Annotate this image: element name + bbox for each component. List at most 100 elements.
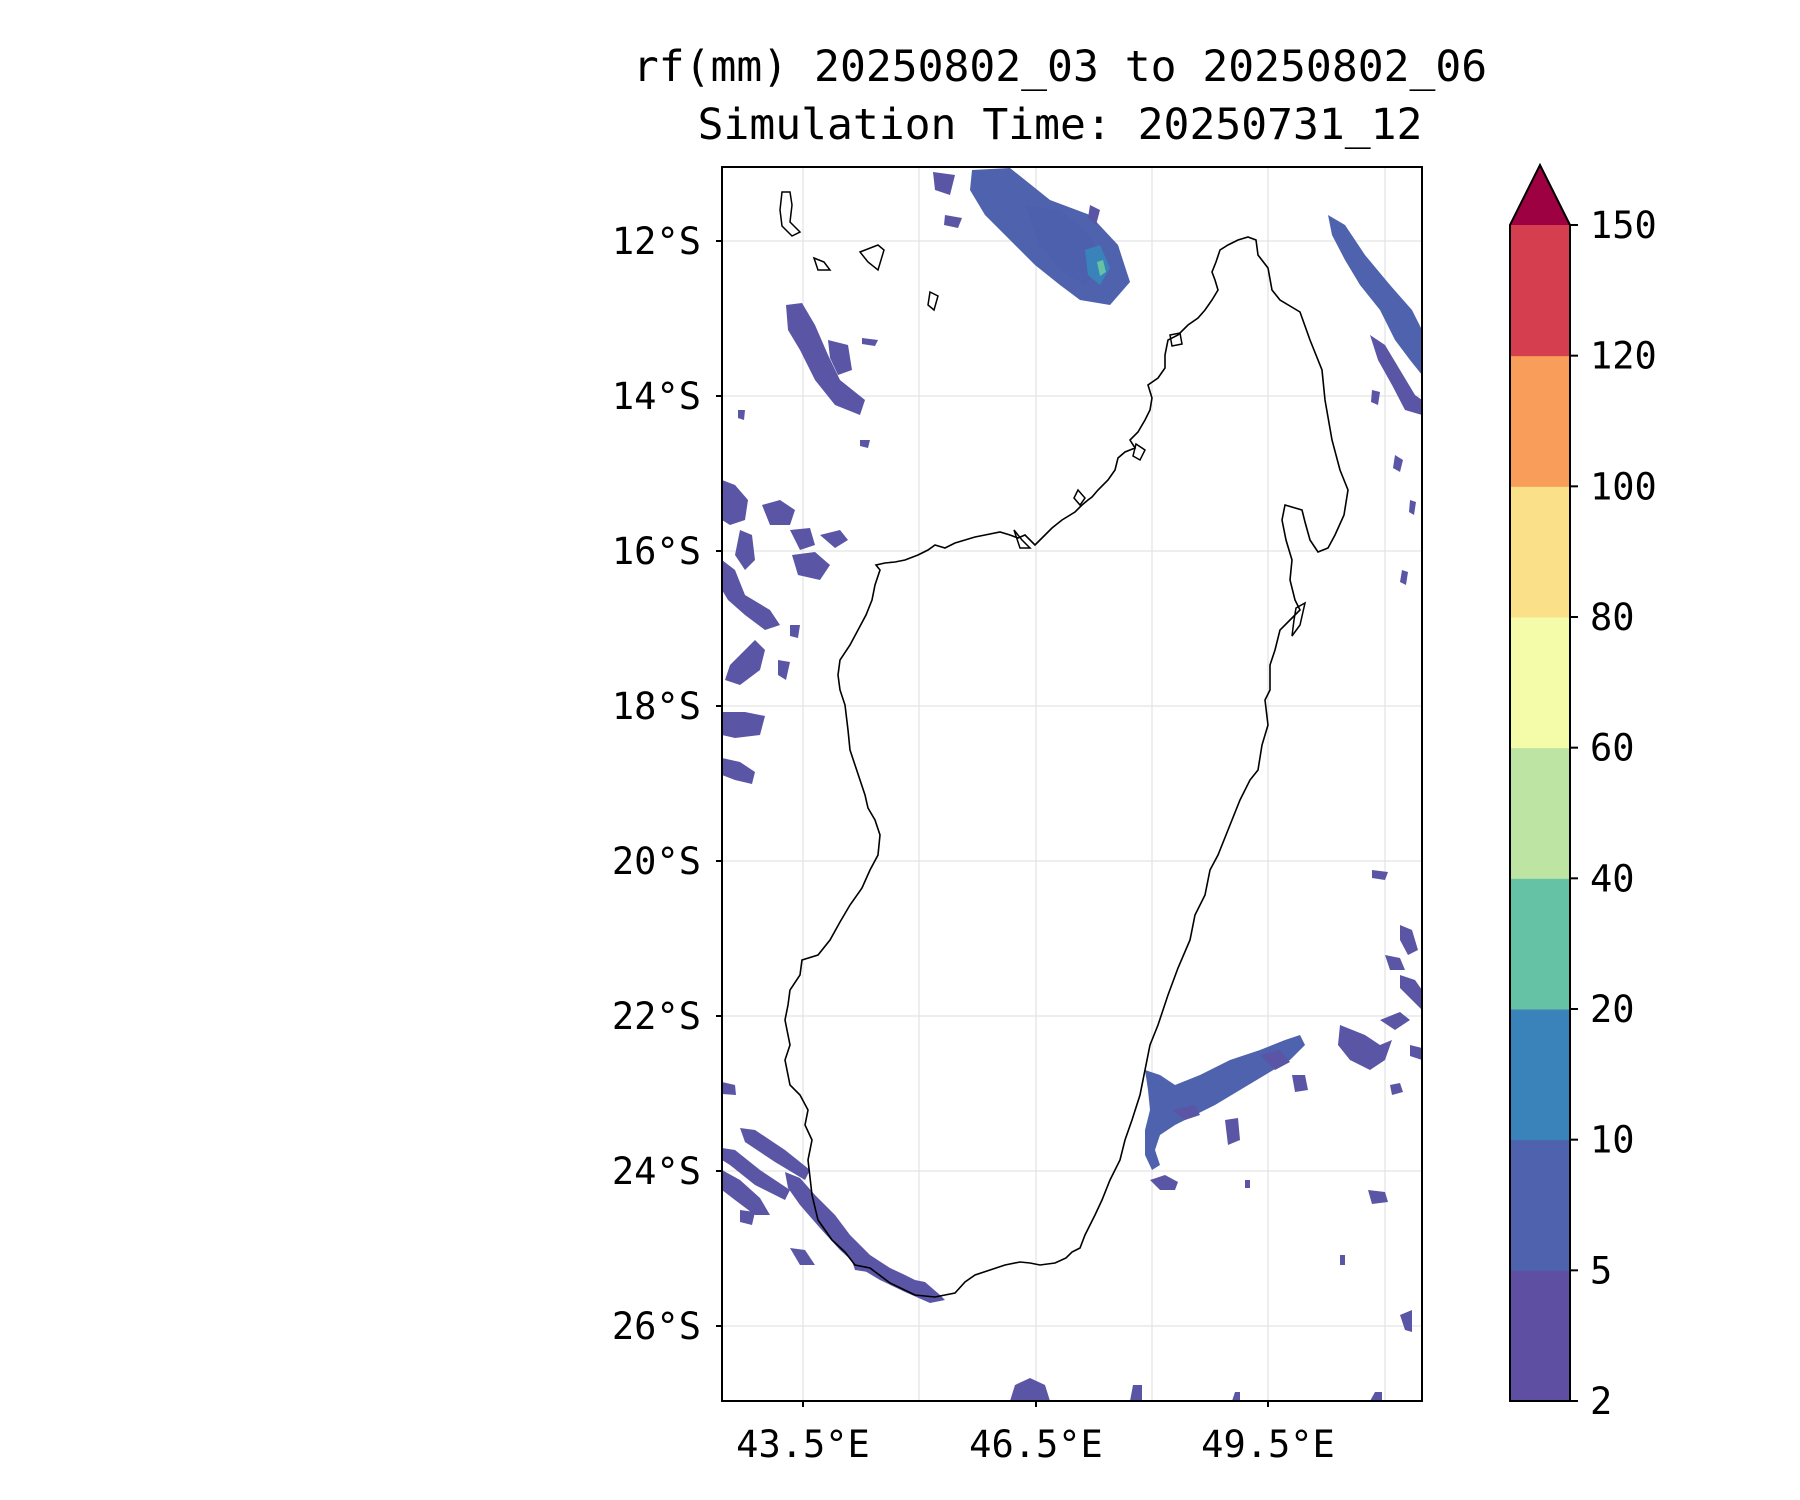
latitude-labels: 12°S 14°S 16°S 18°S 20°S 22°S 24°S 26°S xyxy=(612,220,701,1348)
rain-patch xyxy=(1380,1012,1410,1030)
rain-patch xyxy=(738,410,745,420)
lon-label: 43.5°E xyxy=(736,1423,870,1466)
island-outline xyxy=(858,244,885,272)
colorbar-extend-triangle xyxy=(1510,165,1570,225)
rain-patch xyxy=(740,1210,755,1225)
rain-patch xyxy=(1390,1083,1403,1095)
rain-patch xyxy=(1372,870,1388,880)
rain-patch xyxy=(1328,215,1422,375)
rain-patch xyxy=(722,480,748,525)
rain-patch xyxy=(850,1255,868,1272)
island-outline xyxy=(1291,601,1307,637)
rain-patch xyxy=(1400,925,1418,955)
rain-patch xyxy=(933,172,955,195)
rain-patch xyxy=(1150,1175,1178,1190)
rain-patch xyxy=(792,552,830,580)
colorbar-tick-label: 80 xyxy=(1590,596,1635,639)
rain-patch xyxy=(1370,335,1422,415)
rain-patch xyxy=(1370,1392,1382,1401)
rain-patch xyxy=(860,440,870,448)
lat-label: 16°S xyxy=(612,530,701,573)
rain-patch xyxy=(1400,570,1408,585)
rain-patch xyxy=(1145,1035,1305,1170)
rain-patch xyxy=(722,560,780,630)
rain-patch xyxy=(1232,1392,1240,1401)
colorbar-tick-label: 5 xyxy=(1590,1249,1612,1292)
rain-patch xyxy=(1292,1075,1308,1092)
rain-patch xyxy=(725,640,765,685)
rain-patch xyxy=(722,1170,770,1215)
rain-patch xyxy=(1409,500,1416,515)
map-gridlines xyxy=(722,167,1422,1401)
madagascar-coastline xyxy=(784,236,1349,1298)
colorbar-segment xyxy=(1510,1139,1570,1271)
rain-patch xyxy=(1340,1255,1345,1265)
rain-patch xyxy=(722,1148,790,1200)
colorbar-segment xyxy=(1510,617,1570,749)
rain-patch xyxy=(722,712,765,738)
colorbar-tick-label: 40 xyxy=(1590,857,1635,900)
rain-patch xyxy=(790,625,800,638)
colorbar: 2 5 10 20 40 60 80 100 120 150 xyxy=(1509,162,1657,1423)
map-title-line2: Simulation Time: 20250731_12 xyxy=(697,100,1423,150)
colorbar-tick-label: 2 xyxy=(1590,1380,1612,1423)
colorbar-segment xyxy=(1510,747,1570,879)
rain-patch xyxy=(740,1128,810,1180)
rain-patch xyxy=(1410,1045,1422,1060)
longitude-labels: 43.5°E 46.5°E 49.5°E xyxy=(736,1423,1335,1466)
rain-patch xyxy=(1088,205,1100,225)
rain-patch xyxy=(785,1172,945,1303)
colorbar-tick-label: 10 xyxy=(1590,1119,1635,1162)
lat-label: 20°S xyxy=(612,840,701,883)
island-outline xyxy=(1169,332,1183,347)
rainfall-patches xyxy=(722,168,1422,1401)
rain-patch xyxy=(1371,390,1380,405)
rain-patch xyxy=(1130,1385,1142,1401)
colorbar-tick-label: 100 xyxy=(1590,465,1657,508)
map-frame xyxy=(721,166,1423,1402)
rain-patch xyxy=(722,1082,736,1095)
rain-patch xyxy=(1368,1190,1388,1204)
lat-label: 12°S xyxy=(612,220,701,263)
rain-patch xyxy=(820,530,848,548)
map-ticks xyxy=(716,240,1269,1407)
lat-label: 24°S xyxy=(612,1150,701,1193)
lat-label: 22°S xyxy=(612,995,701,1038)
colorbar-segment xyxy=(1510,878,1570,1010)
island-outline xyxy=(1013,529,1032,549)
rain-patch xyxy=(1025,205,1105,285)
rain-patch xyxy=(1260,1050,1290,1070)
island-outline xyxy=(927,290,939,312)
rain-patch xyxy=(762,500,795,525)
island-outline xyxy=(779,191,802,237)
rain-patch xyxy=(944,215,962,228)
rain-patch xyxy=(1225,1118,1240,1145)
island-outline xyxy=(1073,488,1086,507)
rain-patch xyxy=(1385,955,1405,970)
lat-label: 18°S xyxy=(612,685,701,728)
colorbar-segment xyxy=(1510,355,1570,487)
lat-label: 14°S xyxy=(612,375,701,418)
rain-patch xyxy=(1245,1180,1250,1188)
rain-patch xyxy=(790,1248,815,1265)
rain-patch xyxy=(828,340,852,375)
lon-label: 46.5°E xyxy=(969,1423,1103,1466)
rain-patch xyxy=(1172,1105,1200,1120)
rain-patch xyxy=(1393,455,1403,472)
colorbar-segment xyxy=(1510,1009,1570,1141)
rain-patch xyxy=(1010,1378,1050,1401)
rain-patch xyxy=(1097,260,1106,276)
colorbar-tick-label: 20 xyxy=(1590,988,1635,1031)
colorbar-tick-label: 150 xyxy=(1590,204,1657,247)
rain-patch xyxy=(722,758,755,784)
colorbar-segment xyxy=(1510,1270,1570,1402)
rain-patch xyxy=(1400,1310,1412,1332)
rain-patch xyxy=(1085,245,1110,285)
colorbar-segment xyxy=(1510,486,1570,618)
colorbar-segment xyxy=(1510,225,1570,357)
rain-patch xyxy=(862,338,878,346)
lon-label: 49.5°E xyxy=(1201,1423,1335,1466)
rain-patch xyxy=(735,530,755,570)
map-title-line1: rf(mm) 20250802_03 to 20250802_06 xyxy=(632,42,1488,92)
